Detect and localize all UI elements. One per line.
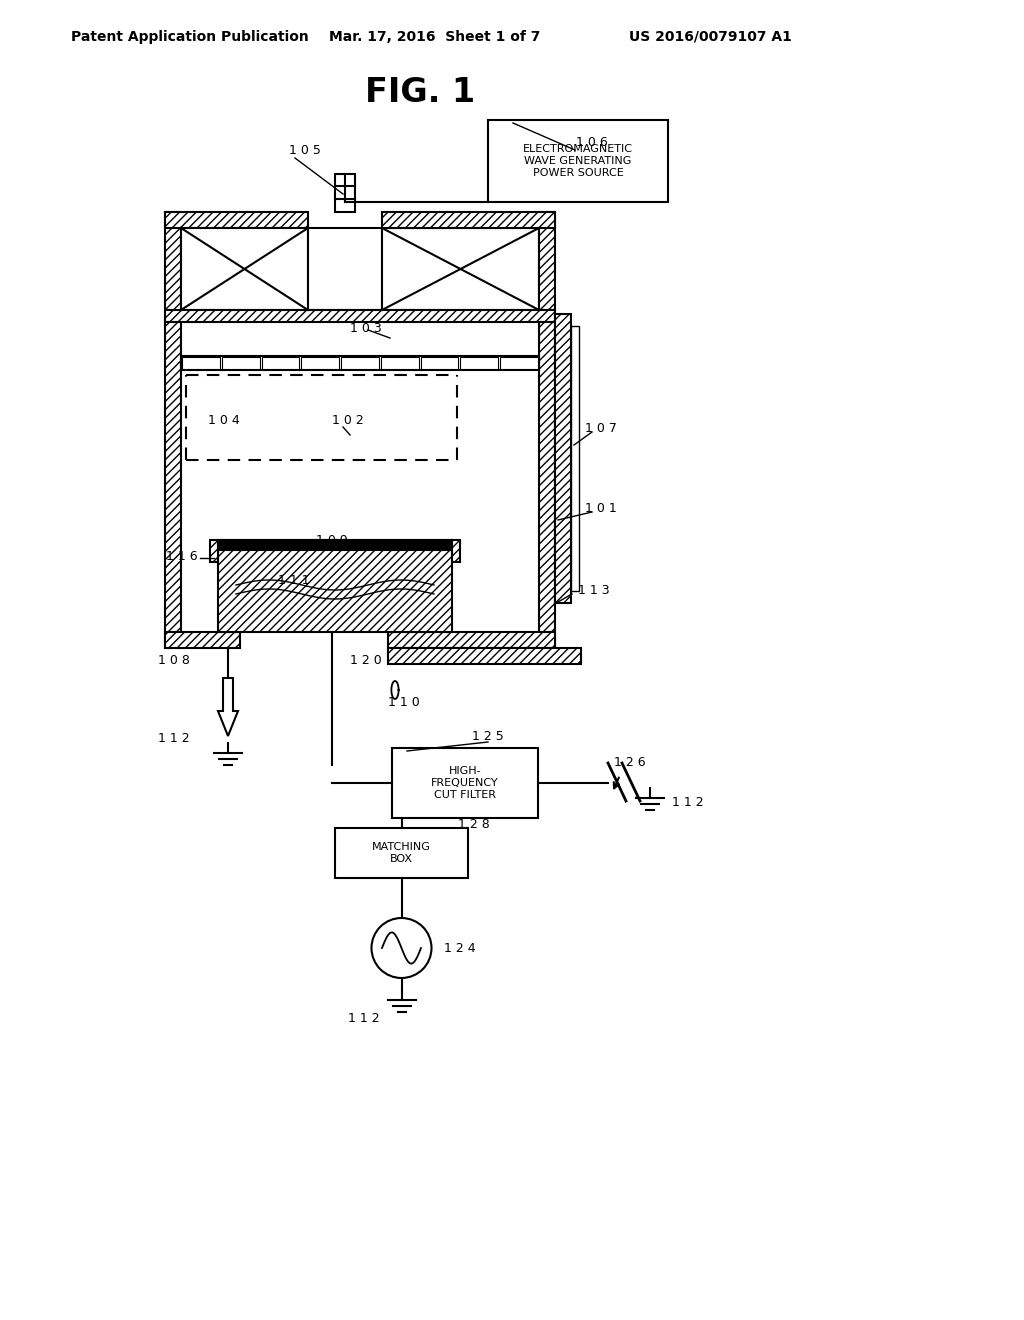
Bar	[539, 213, 555, 310]
Bar	[452, 540, 460, 562]
Text: 1 1 3: 1 1 3	[578, 583, 609, 597]
Text: 1 0 6: 1 0 6	[577, 136, 608, 149]
Text: 1 0 5: 1 0 5	[289, 144, 321, 157]
Text: 1 2 4: 1 2 4	[443, 941, 475, 954]
Text: 1 2 6: 1 2 6	[614, 755, 645, 768]
Text: 1 2 5: 1 2 5	[472, 730, 504, 742]
Bar	[382, 228, 539, 310]
Text: 1 1 1: 1 1 1	[278, 573, 309, 586]
Bar	[461, 356, 499, 370]
Bar	[261, 356, 299, 370]
Bar	[571, 326, 579, 591]
Bar	[308, 228, 382, 310]
Bar	[222, 356, 259, 370]
Bar	[210, 540, 218, 562]
Text: 1 0 3: 1 0 3	[350, 322, 382, 334]
Bar	[181, 228, 308, 310]
Bar	[539, 322, 555, 648]
Bar	[341, 356, 379, 370]
Text: 1 1 6: 1 1 6	[166, 549, 198, 562]
Polygon shape	[218, 678, 238, 737]
Text: 1 2 0: 1 2 0	[350, 653, 382, 667]
Bar	[555, 314, 571, 603]
Text: MATCHING
BOX: MATCHING BOX	[372, 842, 431, 863]
Bar	[218, 540, 452, 632]
Bar	[218, 540, 452, 550]
Text: FIG. 1: FIG. 1	[365, 75, 475, 108]
Bar	[335, 828, 468, 878]
Bar	[335, 174, 355, 213]
Bar	[301, 356, 339, 370]
Text: 1 0 9: 1 0 9	[316, 533, 348, 546]
Text: 1 0 2: 1 0 2	[332, 413, 364, 426]
Text: US 2016/0079107 A1: US 2016/0079107 A1	[629, 30, 792, 44]
Text: 1 1 0: 1 1 0	[388, 696, 420, 709]
Bar	[488, 120, 668, 202]
Text: Mar. 17, 2016  Sheet 1 of 7: Mar. 17, 2016 Sheet 1 of 7	[330, 30, 541, 44]
Bar	[182, 356, 220, 370]
Bar	[421, 356, 459, 370]
Bar	[388, 648, 581, 664]
Bar	[500, 356, 538, 370]
Text: 1 0 4: 1 0 4	[208, 413, 240, 426]
Bar	[392, 748, 538, 818]
Text: HIGH-
FREQUENCY
CUT FILTER: HIGH- FREQUENCY CUT FILTER	[431, 767, 499, 800]
Text: 1 0 1: 1 0 1	[585, 502, 616, 515]
Bar	[165, 213, 308, 228]
Bar	[382, 213, 555, 228]
Bar	[165, 322, 181, 648]
Bar	[181, 356, 539, 370]
Bar	[381, 356, 419, 370]
Text: 1 0 8: 1 0 8	[158, 653, 190, 667]
Text: ELECTROMAGNETIC
WAVE GENERATING
POWER SOURCE: ELECTROMAGNETIC WAVE GENERATING POWER SO…	[523, 144, 633, 178]
Text: 1 1 2: 1 1 2	[159, 731, 190, 744]
Text: 1 0 7: 1 0 7	[585, 421, 616, 434]
Text: 1 1 2: 1 1 2	[672, 796, 703, 809]
Bar	[165, 632, 240, 648]
Bar	[165, 213, 181, 310]
Text: 1 1 2: 1 1 2	[348, 1011, 379, 1024]
Text: Patent Application Publication: Patent Application Publication	[71, 30, 309, 44]
Bar	[388, 632, 555, 648]
Bar	[165, 310, 555, 322]
Text: 1 2 8: 1 2 8	[458, 818, 489, 832]
